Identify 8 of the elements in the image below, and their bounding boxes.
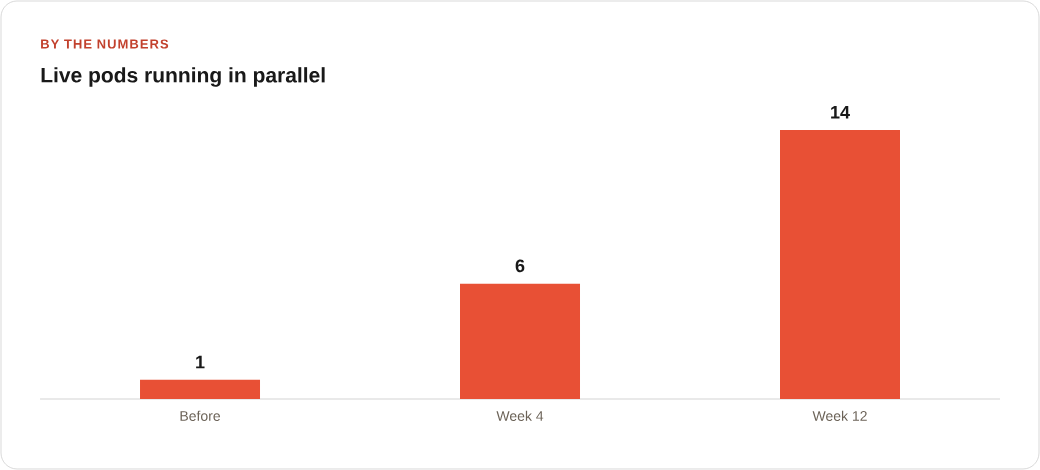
data-label: 14	[831, 106, 850, 119]
chart-title: Live pods running in parallel	[41, 67, 325, 87]
data-label: 1	[196, 355, 205, 369]
x-tick-label: Before	[180, 410, 221, 421]
chart-subtitle: BY THE NUMBERS	[41, 39, 169, 49]
x-tick-label: Week 4	[496, 410, 544, 421]
x-tick-label: Week 12	[812, 410, 867, 421]
data-label: 6	[515, 259, 525, 273]
